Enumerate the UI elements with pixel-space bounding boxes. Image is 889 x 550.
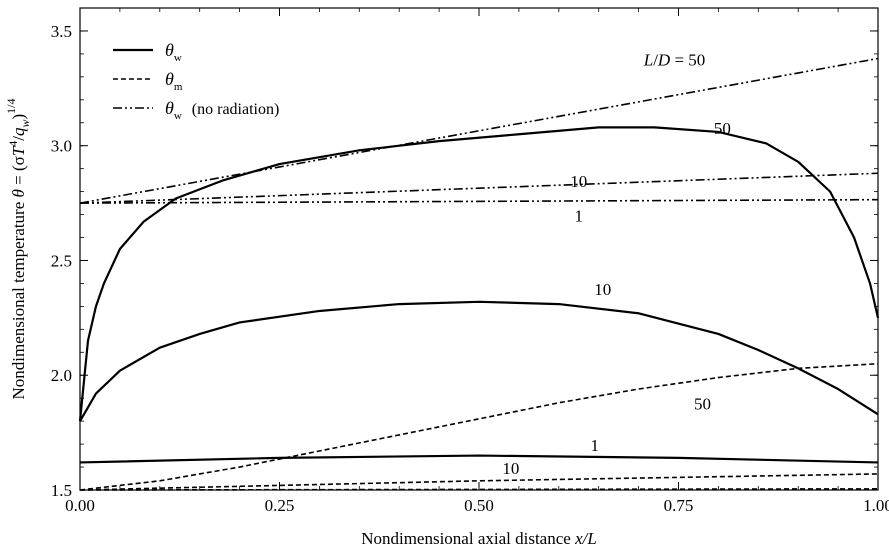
series-layer [78, 57, 880, 491]
series-line-4 [79, 473, 879, 491]
series-line-8 [79, 198, 879, 204]
x-tick-label: 0.50 [464, 496, 494, 515]
x-axis-title: Nondimensional axial distance x/L [361, 529, 597, 548]
curve-label: 10 [594, 280, 611, 299]
x-tick-label: 1.00 [863, 496, 889, 515]
curve-label: L/D = 50 [643, 50, 706, 69]
legend-label: θm [165, 69, 183, 93]
curve-label: 50 [694, 395, 711, 414]
y-tick-label: 3.0 [51, 137, 72, 156]
series-line-1 [79, 300, 879, 422]
y-axis-title: Nondimensional temperature θ = (σT4/qw)1… [4, 98, 32, 399]
curve-label: 1 [575, 206, 584, 225]
x-tick-label: 0.75 [664, 496, 694, 515]
x-tick-label: 0.00 [65, 496, 95, 515]
y-tick-label: 1.5 [51, 481, 72, 500]
curve-label: 50 [714, 119, 731, 138]
series-line-3 [79, 362, 879, 491]
series-line-7 [79, 172, 879, 204]
curve-label: 10 [570, 172, 587, 191]
series-line-6 [79, 57, 879, 204]
series-line-5 [79, 488, 879, 491]
series-line-2 [79, 454, 879, 464]
y-tick-label: 2.5 [51, 251, 72, 270]
x-tick-label: 0.25 [265, 496, 295, 515]
legend-label: θw (no radiation) [165, 98, 279, 122]
series-line-0 [78, 126, 880, 422]
legend: θw θm θw (no radiation) [113, 40, 279, 122]
axes: 0.00 0.25 0.50 0.75 1.00 1.5 2.0 2.5 3.0 3.5 Nondi… [4, 7, 889, 548]
curve-label: 10 [502, 459, 519, 478]
y-tick-label: 3.5 [51, 22, 72, 41]
annotation-layer: L/D = 50 50 10 1 10 50 1 10 [502, 50, 730, 478]
curve-label: 1 [590, 436, 599, 455]
legend-label: θw [165, 40, 182, 64]
y-tick-label: 2.0 [51, 366, 72, 385]
